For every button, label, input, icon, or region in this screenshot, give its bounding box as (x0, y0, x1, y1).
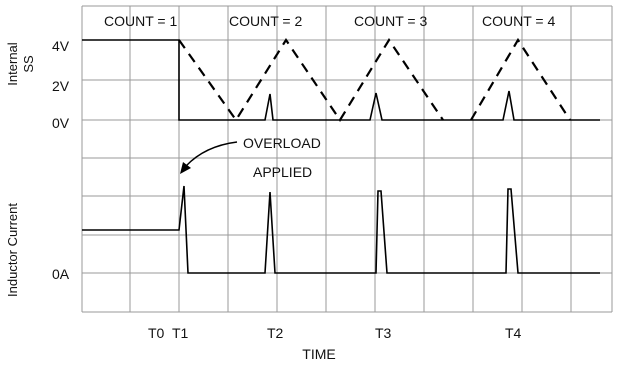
count-label-2: COUNT = 2 (229, 13, 302, 29)
inductor-current-trace (82, 185, 600, 274)
count-label-4: COUNT = 4 (482, 13, 555, 29)
xtick-t1: T1 (172, 325, 189, 341)
overload-arrow-head (180, 162, 191, 174)
inductor-current-ylabel: Inductor Current (5, 203, 20, 297)
count-label-1: COUNT = 1 (104, 13, 177, 29)
x-axis-label: TIME (302, 346, 335, 362)
count-label-3: COUNT = 3 (354, 13, 427, 29)
annotation-applied: APPLIED (253, 164, 312, 180)
annotation-overload: OVERLOAD (243, 135, 321, 151)
ss-ylabel-line1: Internal (5, 42, 20, 85)
xtick-t2: T2 (267, 325, 284, 341)
ytick-4v: 4V (52, 38, 70, 54)
ss-ylabel-line2: SS (21, 55, 36, 73)
ss-dashed-triangles (178, 37, 571, 123)
ytick-0a: 0A (52, 266, 70, 282)
ytick-2v: 2V (52, 78, 70, 94)
overload-arrow (185, 141, 238, 167)
xtick-t0: T0 (148, 325, 165, 341)
xtick-t4: T4 (505, 325, 522, 341)
grid (81, 5, 613, 313)
ytick-0v: 0V (52, 115, 70, 131)
xtick-t3: T3 (375, 325, 392, 341)
ss-solid-trace (82, 39, 600, 121)
